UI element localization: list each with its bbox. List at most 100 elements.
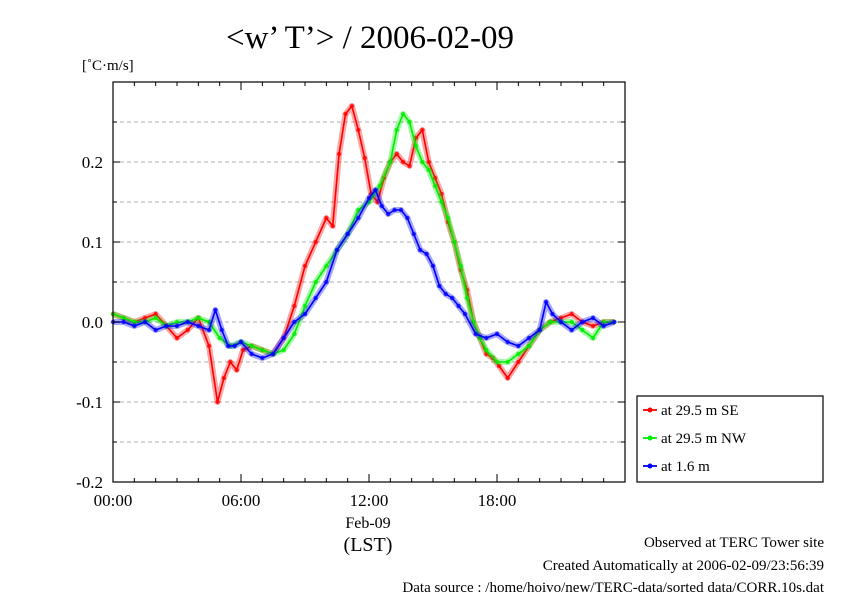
data-point: [196, 323, 201, 329]
data-point: [313, 279, 318, 285]
data-point: [206, 319, 212, 325]
data-point: [439, 191, 444, 197]
data-point: [471, 319, 476, 325]
data-point: [601, 323, 606, 329]
data-point: [526, 343, 532, 349]
data-point: [432, 175, 438, 181]
data-point: [418, 247, 423, 253]
data-point: [439, 199, 444, 205]
y-tick-label: 0.0: [82, 313, 103, 332]
data-point: [550, 311, 555, 317]
y-tick-label: -0.2: [76, 473, 103, 492]
data-point: [185, 327, 190, 333]
data-point: [379, 203, 384, 209]
data-point: [505, 375, 510, 381]
data-point: [292, 319, 297, 325]
data-point: [334, 247, 340, 253]
data-point: [234, 367, 239, 373]
series-line: [112, 105, 615, 403]
data-point: [221, 375, 227, 381]
data-point: [445, 215, 451, 221]
data-point: [249, 343, 254, 349]
data-point: [206, 343, 212, 349]
data-point: [496, 363, 502, 369]
data-point: [232, 343, 237, 349]
data-point: [411, 231, 416, 237]
data-point: [516, 351, 521, 357]
data-point: [174, 323, 180, 329]
x-tick-label: 06:00: [222, 491, 261, 510]
data-point: [400, 159, 406, 165]
data-point: [356, 127, 361, 133]
data-point: [238, 339, 244, 345]
data-point: [456, 303, 461, 309]
data-point: [174, 319, 180, 325]
data-point: [430, 263, 436, 269]
legend-label: at 1.6 m: [661, 459, 710, 475]
data-point: [153, 327, 158, 333]
data-point: [281, 335, 286, 341]
chart-title: <w’ T’> / 2006-02-09: [226, 20, 514, 56]
data-point: [292, 303, 297, 309]
legend-label: at 29.5 m SE: [661, 403, 739, 419]
data-point: [400, 111, 406, 117]
data-point: [330, 223, 335, 229]
series-layer: [110, 103, 617, 405]
data-point: [526, 335, 532, 341]
legend-marker: [647, 463, 653, 469]
data-point: [407, 163, 412, 169]
data-point: [426, 167, 431, 173]
data-point: [349, 103, 355, 109]
data-point: [228, 359, 233, 365]
data-point: [281, 347, 286, 353]
data-point: [569, 319, 574, 325]
data-point: [569, 327, 574, 333]
tick-labels: -0.2 -0.1 0.0 0.1 0.2 00:00 06:00 12:00 18:00: [76, 153, 516, 510]
data-point: [420, 159, 425, 165]
data-point: [302, 263, 308, 269]
data-point: [226, 343, 231, 349]
data-point: [260, 347, 265, 353]
data-point: [121, 319, 126, 325]
data-point: [558, 319, 564, 325]
data-point: [174, 335, 180, 341]
data-point: [270, 351, 276, 357]
data-point: [558, 315, 564, 321]
y-tick-label: 0.1: [82, 233, 103, 252]
data-point: [420, 127, 425, 133]
x-tick-label: 00:00: [94, 491, 133, 510]
ticks: [113, 82, 625, 483]
data-point: [432, 183, 438, 189]
data-point: [413, 143, 419, 149]
data-point: [142, 315, 148, 321]
data-point: [366, 195, 372, 201]
data-point: [426, 159, 431, 165]
data-point: [313, 295, 318, 301]
data-point: [362, 155, 367, 161]
data-point: [580, 327, 585, 333]
data-point: [484, 347, 489, 353]
legend-box: [636, 395, 824, 483]
data-point: [590, 315, 596, 321]
data-point: [386, 211, 391, 217]
data-point: [336, 151, 342, 157]
data-point: [313, 239, 318, 245]
data-point: [324, 263, 329, 269]
data-point: [345, 231, 350, 237]
data-point: [590, 335, 596, 341]
data-point: [249, 351, 254, 357]
data-point: [185, 319, 190, 325]
data-point: [452, 239, 457, 245]
data-point: [612, 319, 617, 325]
data-point: [407, 119, 412, 125]
x-tick-label: 18:00: [478, 491, 517, 510]
data-point: [215, 399, 220, 405]
data-point: [484, 351, 489, 357]
data-point: [142, 319, 148, 325]
data-point: [543, 299, 549, 305]
data-point: [343, 111, 348, 117]
data-point: [494, 331, 500, 337]
data-point: [153, 311, 158, 317]
data-point: [450, 295, 455, 301]
